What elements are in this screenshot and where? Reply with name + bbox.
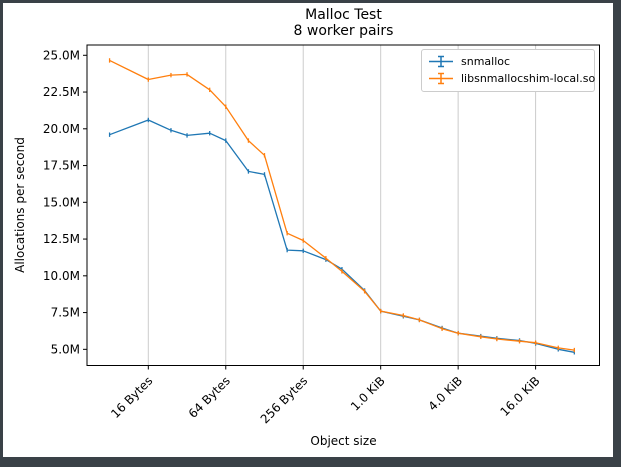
y-axis: 5.0M 7.5M 10.0M 12.5M 15.0M 17.5M 20.0M 22.5M 25… xyxy=(43,48,87,356)
series-snmalloc xyxy=(108,117,575,355)
y-tick-label: 22.5M xyxy=(43,85,80,99)
chart-subtitle: 8 worker pairs xyxy=(293,23,394,39)
errorbar-marker-icon-blue xyxy=(429,55,453,68)
errorbar-marker-icon-orange xyxy=(429,72,453,85)
gridlines xyxy=(147,45,537,366)
y-tick-label: 10.0M xyxy=(43,269,80,283)
series-line-snmalloc xyxy=(109,119,575,353)
legend-entry-snmalloc: snmalloc xyxy=(428,53,588,70)
legend-entry-libsnmallocshim: libsnmallocshim-local.so xyxy=(428,70,595,87)
y-tick-label: 12.5M xyxy=(43,232,80,246)
axes-spines xyxy=(86,44,600,366)
legend-label: libsnmallocshim-local.so xyxy=(461,72,596,85)
series-libsnmallocshim-local-so xyxy=(108,58,575,353)
y-tick-label: 17.5M xyxy=(43,159,80,173)
x-tick-label: 64 Bytes xyxy=(186,374,233,421)
y-tick-label: 25.0M xyxy=(43,48,80,62)
x-tick-label: 16.0 KiB xyxy=(497,374,542,419)
y-tick-label: 20.0M xyxy=(43,122,80,136)
y-tick-label: 7.5M xyxy=(51,306,80,320)
x-axis-label: Object size xyxy=(310,434,377,448)
legend: snmalloc libsnmallocshim-local.so xyxy=(421,49,595,92)
y-tick-label: 15.0M xyxy=(43,195,80,209)
x-axis: 16 Bytes 64 Bytes 256 Bytes 1.0 KiB 4.0 KiB 1… xyxy=(108,365,543,427)
chart-title: Malloc Test xyxy=(305,7,382,23)
y-tick-label: 5.0M xyxy=(51,342,80,356)
x-tick-label: 4.0 KiB xyxy=(425,374,465,414)
legend-label: snmalloc xyxy=(461,55,511,68)
chart-title-block: Malloc Test 8 worker pairs xyxy=(87,7,600,39)
x-tick-label: 256 Bytes xyxy=(258,374,311,427)
x-tick-label: 1.0 KiB xyxy=(348,374,388,414)
series-line-libsnmallocshim-local-so xyxy=(109,59,575,351)
y-axis-label: Allocations per second xyxy=(13,137,27,273)
x-tick-label: 16 Bytes xyxy=(108,374,155,421)
